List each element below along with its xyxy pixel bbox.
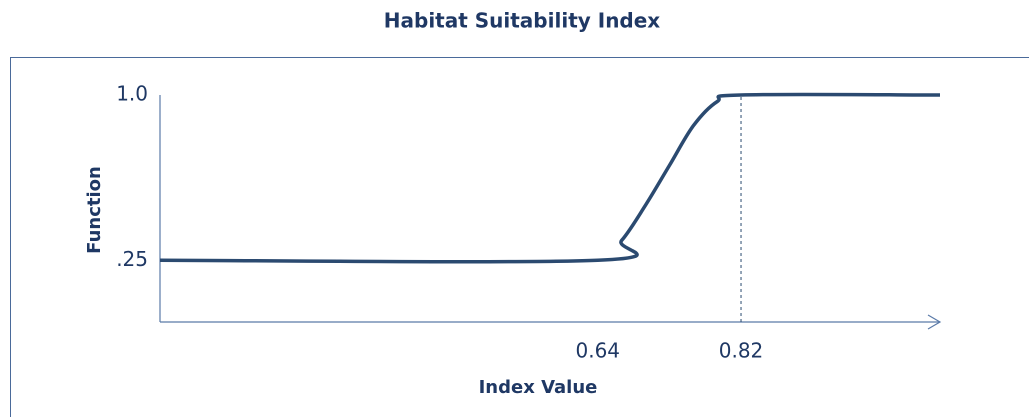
x-tick-label: 0.82 bbox=[719, 339, 764, 363]
x-axis-label: Index Value bbox=[479, 377, 598, 398]
x-axis-arrow bbox=[927, 314, 942, 330]
x-tick-label: 0.64 bbox=[575, 339, 620, 363]
y-tick-label: 1.0 bbox=[116, 82, 148, 106]
frame bbox=[10, 57, 1029, 417]
curve bbox=[159, 92, 941, 264]
y-axis-label: Function bbox=[84, 166, 105, 254]
chart-title: Habitat Suitability Index bbox=[384, 9, 661, 33]
y-tick-label: .25 bbox=[116, 247, 148, 271]
